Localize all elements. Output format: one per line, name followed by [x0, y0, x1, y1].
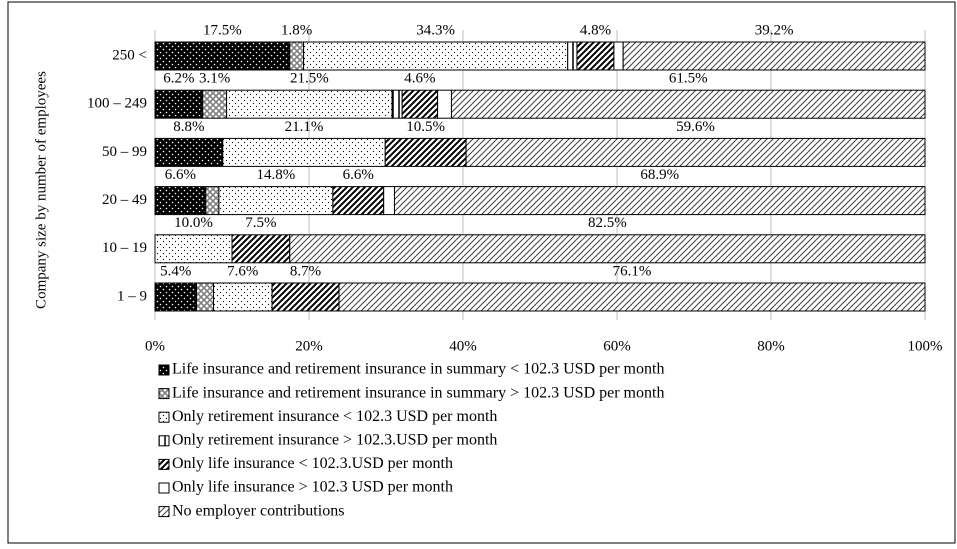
bar-segment: [332, 186, 385, 216]
legend-swatch: [158, 388, 170, 400]
data-label: 82.5%: [588, 215, 627, 231]
data-label: 7.6%: [227, 263, 258, 279]
bar-segment: [567, 41, 578, 71]
bar-segment: [205, 186, 220, 216]
x-tick-label: 100%: [908, 338, 943, 354]
data-label: 3.1%: [199, 71, 230, 87]
bar-segment: [303, 41, 569, 71]
bar-segment: [231, 234, 291, 264]
bar-segment: [450, 89, 926, 119]
legend-label: Only life insurance > 102.3 USD per mont…: [172, 479, 453, 496]
frame: [7, 1, 956, 544]
bar-segment: [222, 137, 386, 167]
legend-label: Only retirement insurance > 102.3.USD pe…: [172, 431, 497, 448]
legend-label: No employer contributions: [172, 502, 344, 519]
bar-segment: [401, 89, 439, 119]
legend-label: Only life insurance < 102.3.USD per mont…: [172, 455, 453, 472]
data-label: 6.6%: [165, 167, 196, 183]
bar-segment: [154, 234, 233, 264]
bar-segment: [154, 282, 198, 312]
bar-segment: [289, 234, 926, 264]
legend-label: Only retirement insurance < 102.3 USD pe…: [172, 408, 497, 425]
bar-segment: [393, 186, 926, 216]
data-label: 8.7%: [290, 263, 321, 279]
data-label: 21.5%: [290, 71, 329, 87]
bar-segment: [154, 89, 204, 119]
data-label: 76.1%: [613, 263, 652, 279]
data-label: 61.5%: [669, 71, 708, 87]
bar-segment: [271, 282, 340, 312]
bar-segment: [226, 89, 393, 119]
y-tick-label: 1 – 9: [117, 288, 147, 304]
data-label: 17.5%: [203, 22, 242, 38]
legend-swatch: [158, 506, 170, 518]
bar-segment: [202, 89, 228, 119]
legend-label: Life insurance and retirement insurance …: [172, 384, 664, 401]
bar-segment: [576, 41, 615, 71]
x-tick-label: 0%: [145, 338, 165, 354]
data-label: 4.8%: [580, 22, 611, 38]
y-tick-label: 250 <: [112, 47, 147, 63]
data-label: 39.2%: [755, 22, 794, 38]
bar-segment: [196, 282, 215, 312]
bar-segment: [383, 186, 395, 216]
x-tick-label: 20%: [295, 338, 323, 354]
data-label: 34.3%: [416, 22, 455, 38]
bar-segment: [154, 186, 207, 216]
data-label: 7.5%: [245, 215, 276, 231]
data-label: 68.9%: [640, 167, 679, 183]
y-tick-label: 50 – 99: [102, 144, 147, 160]
legend-swatch: [158, 458, 170, 470]
data-label: 10.0%: [174, 215, 213, 231]
bar-segment: [613, 41, 624, 71]
y-tick-label: 10 – 19: [102, 240, 147, 256]
bar-segment: [437, 89, 452, 119]
data-label: 59.6%: [676, 119, 715, 135]
bar-segment: [391, 89, 403, 119]
bar-segment: [289, 41, 305, 71]
bar-segment: [622, 41, 926, 71]
bar-segment: [338, 282, 926, 312]
y-axis-label: Company size by number of employees: [33, 71, 49, 309]
data-label: 4.6%: [404, 71, 435, 87]
legend-swatch: [158, 364, 170, 376]
bar-segment: [218, 186, 334, 216]
y-tick-label: 100 – 249: [87, 96, 147, 112]
bar-segment: [154, 137, 224, 167]
bar-segment: [154, 41, 291, 71]
data-label: 6.2%: [163, 71, 194, 87]
x-tick-label: 40%: [449, 338, 477, 354]
legend-swatch: [158, 435, 170, 447]
bar-segment: [384, 137, 467, 167]
bar-segment: [213, 282, 273, 312]
data-label: 10.5%: [406, 119, 445, 135]
legend-swatch: [158, 482, 170, 494]
data-label: 21.1%: [285, 119, 324, 135]
x-tick-label: 60%: [603, 338, 631, 354]
data-label: 5.4%: [160, 263, 191, 279]
data-label: 8.8%: [173, 119, 204, 135]
x-tick-label: 80%: [757, 338, 785, 354]
legend-label: Life insurance and retirement insurance …: [172, 361, 664, 378]
data-label: 1.8%: [281, 22, 312, 38]
bar-segment: [465, 137, 926, 167]
data-label: 6.6%: [343, 167, 374, 183]
data-label: 14.8%: [257, 167, 296, 183]
legend-swatch: [158, 411, 170, 423]
y-tick-label: 20 – 49: [102, 192, 147, 208]
